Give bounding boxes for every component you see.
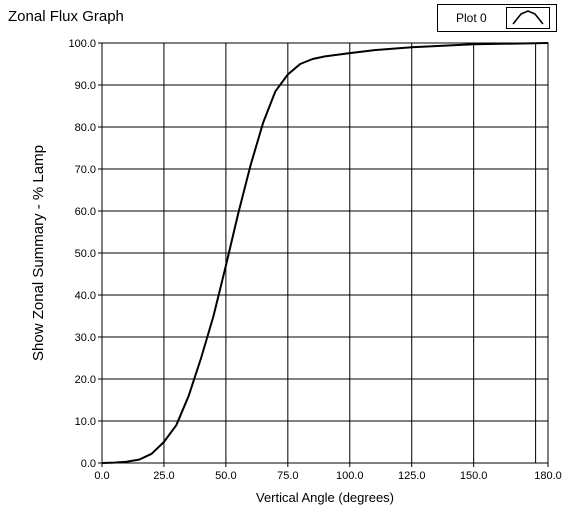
x-tick-label: 0.0 — [94, 470, 109, 482]
y-tick-label: 50.0 — [75, 248, 96, 260]
x-tick-label: 75.0 — [277, 470, 298, 482]
x-tick-label: 50.0 — [215, 470, 236, 482]
x-tick-label: 180.0 — [534, 470, 562, 482]
x-tick-label: 125.0 — [398, 470, 426, 482]
y-tick-label: 0.0 — [81, 458, 96, 470]
series-layer — [101, 42, 549, 464]
x-tick-label: 100.0 — [336, 470, 364, 482]
grid-lines — [102, 43, 548, 463]
y-axis-ticks: 0.0 10.0 20.0 30.0 40.0 50.0 60.0 70.0 80.0 90.0 1… — [68, 38, 102, 470]
y-tick-label: 100.0 — [68, 38, 96, 50]
x-tick-label: 150.0 — [460, 470, 488, 482]
legend-label-plot-0: Plot 0 — [456, 11, 487, 25]
series-line-plot-0 — [101, 42, 549, 464]
x-axis-label: Vertical Angle (degrees) — [256, 490, 394, 505]
line-peak-icon[interactable] — [506, 7, 550, 29]
chart-title: Zonal Flux Graph — [8, 8, 124, 25]
y-tick-label: 20.0 — [75, 374, 96, 386]
x-tick-label: 25.0 — [153, 470, 174, 482]
y-tick-label: 70.0 — [75, 164, 96, 176]
y-tick-label: 40.0 — [75, 290, 96, 302]
y-tick-label: 80.0 — [75, 122, 96, 134]
y-axis-label: Show Zonal Summary - % Lamp — [30, 145, 47, 361]
y-tick-label: 10.0 — [75, 416, 96, 428]
y-tick-label: 90.0 — [75, 80, 96, 92]
plot-legend[interactable]: Plot 0 — [437, 4, 557, 32]
x-axis-ticks: 0.0 25.0 50.0 75.0 100.0 125.0 150.0 180.0 — [94, 463, 562, 482]
y-tick-label: 60.0 — [75, 206, 96, 218]
y-tick-label: 30.0 — [75, 332, 96, 344]
